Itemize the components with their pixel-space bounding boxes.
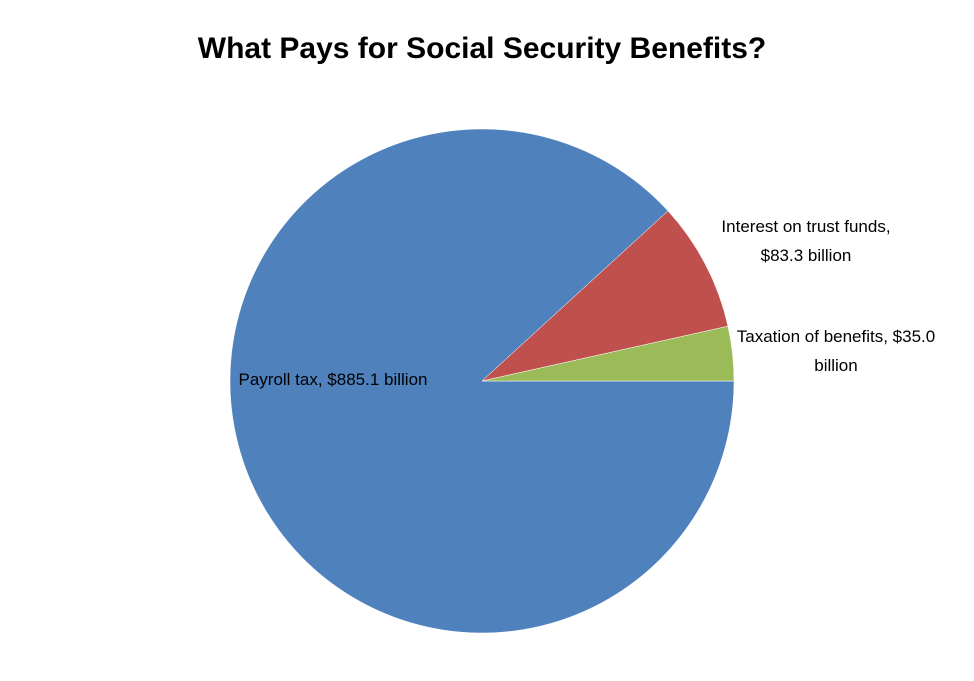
label-line: $83.3 billion [761,246,852,265]
slice-label: Interest on trust funds, $83.3 billion [721,217,890,265]
chart-title: What Pays for Social Security Benefits? [198,32,767,65]
pie-slice [481,210,729,382]
slice-label: Payroll tax, $885.1 billion [238,370,427,389]
slice-label: Taxation of benefits, $35.0 billion [737,327,935,375]
label-line: Taxation of benefits, $35.0 [737,327,935,346]
label-line: billion [814,356,857,375]
pie-slice [481,325,735,382]
label-line: Payroll tax, $885.1 billion [238,370,427,389]
label-line: Interest on trust funds, [721,217,890,236]
